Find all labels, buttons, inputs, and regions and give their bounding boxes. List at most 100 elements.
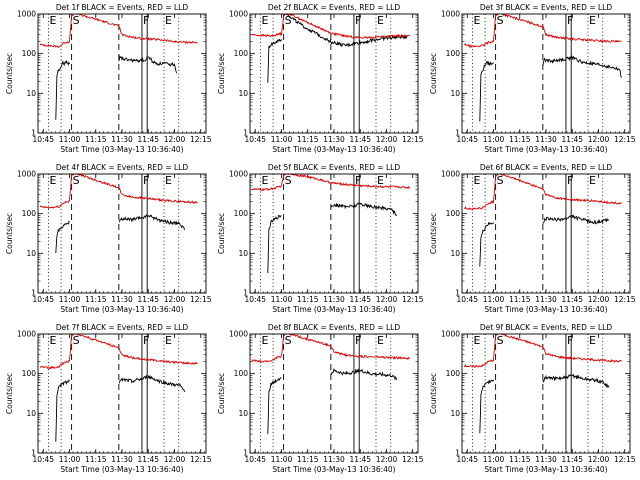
events-series-line [330,368,398,381]
phase-marker-label: S [285,14,292,27]
lld-series-line [463,14,622,49]
y-axis-label: Counts/sec [217,53,226,94]
x-tick-label: 10:45 [244,295,266,304]
y-tick-label: 100 [22,369,37,378]
phase-marker-label: S [73,174,80,187]
y-tick-label: 10 [238,409,248,418]
x-tick-label: 12:15 [190,135,212,144]
x-axis-label: Start Time (03-May-13 10:36:40) [484,465,607,474]
chart-title: Det 8f BLACK = Events, RED = LLD [268,323,401,332]
x-tick-label: 10:45 [32,455,54,464]
x-tick-label: 12:00 [164,455,186,464]
plot-frame [461,333,631,454]
chart-panel: Det 1f BLACK = Events, RED = LLD Counts/s… [5,3,212,154]
y-tick-label: 1000 [17,170,36,179]
x-tick-label: 11:30 [111,295,133,304]
x-tick-label: 12:15 [190,295,212,304]
chart-panel: Det 4f BLACK = Events, RED = LLD Counts/s… [5,163,212,314]
phase-marker-label: E [50,174,57,187]
plot-frame [37,13,207,134]
y-axis-label: Counts/sec [217,373,226,414]
x-tick-label: 10:45 [456,455,478,464]
phase-marker-label: E [474,334,481,347]
x-tick-label: 11:00 [483,295,505,304]
y-tick-label: 1 [455,449,460,458]
y-axis-label: Counts/sec [429,53,438,94]
x-tick-label: 12:15 [614,455,636,464]
x-tick-label: 10:45 [32,135,54,144]
phase-marker-label: E [50,334,57,347]
phase-marker-label: E [474,14,481,27]
y-tick-label: 10 [238,249,248,258]
x-tick-label: 12:00 [376,455,398,464]
y-tick-label: 100 [234,369,249,378]
x-tick-label: 11:00 [59,295,81,304]
chart-panel: Det 7f BLACK = Events, RED = LLD Counts/s… [5,323,212,474]
x-tick-label: 11:30 [111,135,133,144]
x-tick-label: 12:15 [402,135,424,144]
x-tick-label: 12:15 [614,135,636,144]
y-tick-label: 10 [238,89,248,98]
x-tick-label: 10:45 [32,295,54,304]
x-tick-label: 11:30 [111,455,133,464]
events-series-line [542,214,610,225]
phase-marker-label: F [355,174,361,187]
phase-marker-label: F [143,174,149,187]
y-tick-label: 1000 [441,10,460,19]
plot-frame [461,173,631,294]
lld-series-line [251,174,410,192]
phase-marker-label: E [377,14,384,27]
phase-marker-label: F [567,334,573,347]
x-tick-label: 11:15 [85,455,107,464]
plot-frame [461,13,631,134]
x-axis-label: Start Time (03-May-13 10:36:40) [60,465,183,474]
plot-frame [37,173,207,294]
plot-frame [249,333,419,454]
phase-marker-label: E [589,14,596,27]
events-series-line [118,55,178,74]
y-axis-label: Counts/sec [5,53,14,94]
y-tick-label: 10 [26,249,36,258]
phase-marker-label: S [285,334,292,347]
phase-marker-label: E [474,174,481,187]
phase-marker-label: F [567,14,573,27]
x-tick-label: 10:45 [244,135,266,144]
phase-marker-label: S [73,334,80,347]
chart-title: Det 3f BLACK = Events, RED = LLD [480,3,613,12]
chart-panel: Det 8f BLACK = Events, RED = LLD Counts/s… [217,323,424,474]
x-tick-label: 11:15 [85,135,107,144]
x-axis-label: Start Time (03-May-13 10:36:40) [272,465,395,474]
y-tick-label: 100 [22,49,37,58]
events-series-line [118,213,186,230]
x-tick-label: 12:00 [588,455,610,464]
chart-title: Det 7f BLACK = Events, RED = LLD [56,323,189,332]
x-tick-label: 11:45 [349,295,371,304]
x-tick-label: 11:45 [137,135,159,144]
lld-series-line [251,14,410,39]
y-axis-label: Counts/sec [429,213,438,254]
events-series-line [542,373,610,388]
phase-marker-label: E [165,14,172,27]
phase-marker-label: E [262,14,269,27]
y-tick-label: 10 [26,409,36,418]
lld-series-line [39,14,198,49]
x-tick-label: 11:45 [137,295,159,304]
y-tick-label: 1000 [229,10,248,19]
x-tick-label: 11:15 [297,135,319,144]
phase-marker-label: F [143,14,149,27]
x-tick-label: 11:45 [561,455,583,464]
chart-title: Det 9f BLACK = Events, RED = LLD [480,323,613,332]
x-axis-label: Start Time (03-May-13 10:36:40) [484,305,607,314]
lld-series-line [251,334,410,363]
y-tick-label: 1000 [441,170,460,179]
y-tick-label: 1000 [229,330,248,339]
x-tick-label: 11:30 [323,455,345,464]
x-tick-label: 11:00 [271,135,293,144]
x-tick-label: 11:45 [137,455,159,464]
events-series-line [267,38,282,83]
x-tick-label: 11:15 [509,455,531,464]
phase-marker-label: E [377,174,384,187]
x-tick-label: 12:00 [376,135,398,144]
series-group [464,334,622,434]
events-series-line [267,214,282,274]
